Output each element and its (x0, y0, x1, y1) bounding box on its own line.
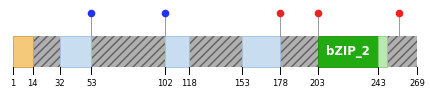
Bar (280, 36, 318, 67)
Bar (13, 44, 417, 58)
Text: 178: 178 (272, 79, 288, 88)
Text: 118: 118 (181, 79, 197, 88)
Bar (165, 36, 189, 67)
Text: 1: 1 (10, 79, 15, 88)
Bar (189, 36, 242, 67)
Bar (91, 36, 165, 67)
Bar (378, 36, 387, 67)
Text: bZIP_2: bZIP_2 (326, 45, 370, 58)
Text: 153: 153 (234, 79, 250, 88)
Bar (189, 36, 242, 67)
Bar (91, 36, 165, 67)
Bar (280, 36, 318, 67)
Bar (13, 36, 33, 67)
Bar (60, 36, 91, 67)
Bar (33, 36, 60, 67)
Bar (387, 36, 417, 67)
Text: 269: 269 (409, 79, 425, 88)
Text: 32: 32 (54, 79, 65, 88)
Text: 203: 203 (310, 79, 326, 88)
Bar (387, 36, 417, 67)
Bar (318, 36, 378, 67)
Text: 53: 53 (86, 79, 97, 88)
Text: 14: 14 (27, 79, 38, 88)
Bar (33, 36, 60, 67)
Text: 102: 102 (157, 79, 173, 88)
Text: 243: 243 (370, 79, 386, 88)
Bar (242, 36, 280, 67)
